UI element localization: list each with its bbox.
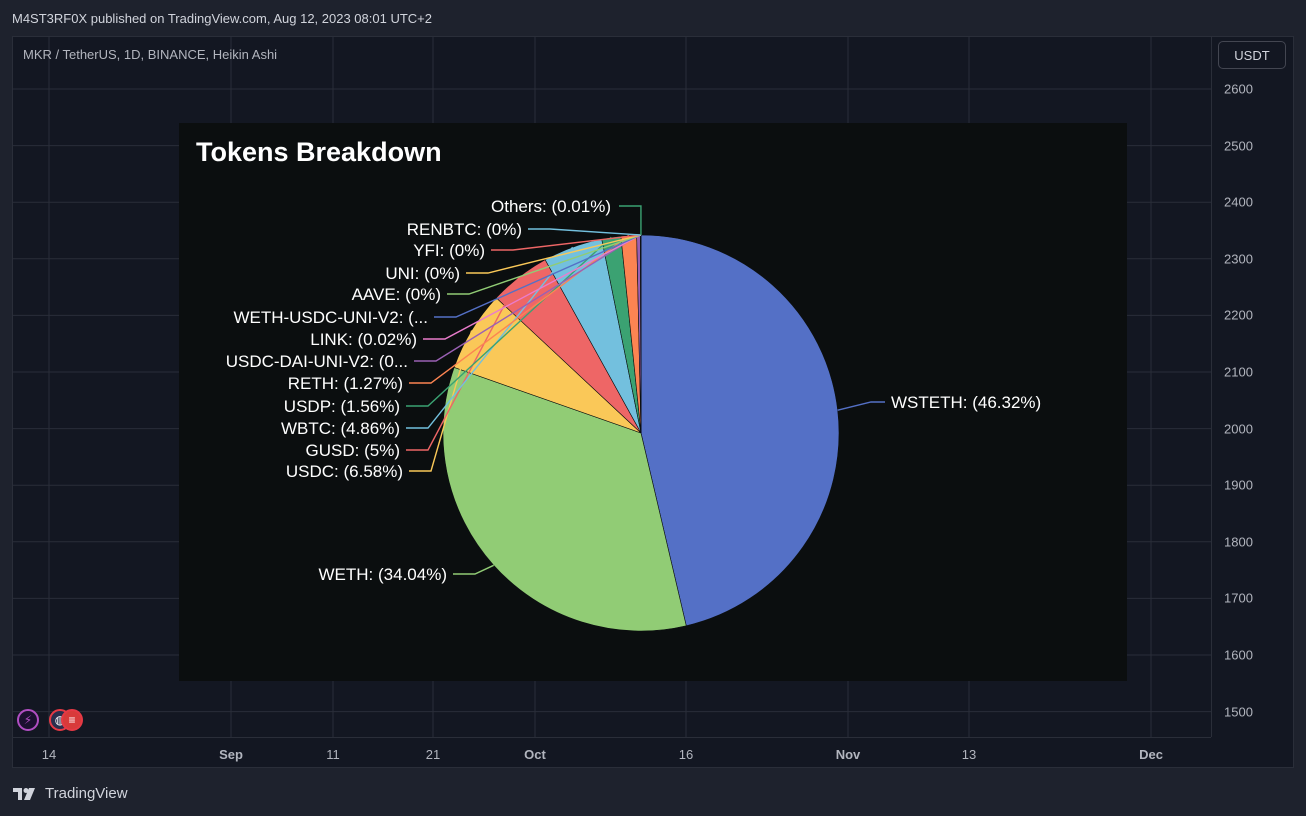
pie-leader-line bbox=[423, 234, 641, 340]
pie-label: WETH-USDC-UNI-V2: (... bbox=[233, 308, 428, 327]
symbol-title[interactable]: MKR / TetherUS, 1D, BINANCE, Heikin Ashi bbox=[23, 47, 278, 62]
chart-title: Tokens Breakdown bbox=[196, 137, 442, 167]
time-label: Nov bbox=[835, 747, 861, 762]
pie-leader-line bbox=[619, 205, 642, 236]
tradingview-logo-icon bbox=[13, 787, 35, 800]
time-axis[interactable]: 14 Sep 11 21 Oct 16 Nov 13 Dec bbox=[13, 737, 1211, 769]
price-label: 1600 bbox=[1224, 647, 1253, 663]
pie-leader-line bbox=[447, 234, 642, 295]
price-label: 2600 bbox=[1224, 81, 1253, 97]
pie-leader-line bbox=[434, 234, 642, 318]
pie-label: USDC: (6.58%) bbox=[286, 462, 403, 481]
pie-label: GUSD: (5%) bbox=[306, 441, 400, 460]
pie-label: AAVE: (0%) bbox=[352, 285, 441, 304]
published-text: M4ST3RF0X published on TradingView.com, … bbox=[12, 11, 432, 26]
pie-label: USDC-DAI-UNI-V2: (0... bbox=[226, 352, 408, 371]
price-label: 1700 bbox=[1224, 590, 1253, 606]
pie-label: YFI: (0%) bbox=[413, 241, 485, 260]
time-label: 11 bbox=[326, 747, 340, 762]
time-label: 16 bbox=[678, 747, 694, 762]
tokens-breakdown-chart: Tokens Breakdown WSTETH: (46.32%) WETH: (… bbox=[179, 123, 1127, 681]
pie-leader-line bbox=[491, 234, 641, 251]
chart-pane[interactable]: MKR / TetherUS, 1D, BINANCE, Heikin Ashi… bbox=[12, 36, 1294, 768]
time-label: 13 bbox=[961, 747, 977, 762]
pie-leader-line bbox=[406, 276, 520, 451]
currency-button[interactable]: USDT bbox=[1218, 41, 1286, 69]
pie-label: WSTETH: (46.32%) bbox=[891, 393, 1041, 412]
pie-leader-line bbox=[837, 401, 885, 411]
pie-label: LINK: (0.02%) bbox=[310, 330, 417, 349]
pie-label: RENBTC: (0%) bbox=[407, 220, 522, 239]
publish-header: M4ST3RF0X published on TradingView.com, … bbox=[0, 0, 1306, 36]
tradingview-brand: TradingView bbox=[45, 785, 128, 802]
pie-leader-line bbox=[409, 234, 630, 384]
pie-label: WBTC: (4.86%) bbox=[281, 419, 400, 438]
price-label: 2500 bbox=[1224, 138, 1253, 154]
price-label: 1800 bbox=[1224, 534, 1253, 550]
time-label: Sep bbox=[219, 747, 243, 762]
pie-leader-line bbox=[414, 234, 639, 362]
price-label: 1500 bbox=[1224, 704, 1253, 720]
pie-label: UNI: (0%) bbox=[385, 264, 460, 283]
pie-leader-line bbox=[409, 330, 473, 472]
time-label: Oct bbox=[524, 747, 546, 762]
time-label: 21 bbox=[425, 747, 441, 762]
price-label: 2300 bbox=[1224, 251, 1253, 267]
tradingview-logo[interactable]: TradingView bbox=[13, 785, 128, 802]
time-label: 14 bbox=[41, 747, 57, 762]
pie-label: WETH: (34.04%) bbox=[319, 565, 447, 584]
time-label: Dec bbox=[1139, 747, 1163, 762]
lightning-icon[interactable]: ⚡ bbox=[17, 709, 39, 731]
pie-leader-line bbox=[528, 228, 641, 236]
price-label: 2100 bbox=[1224, 364, 1253, 380]
footer: TradingView bbox=[0, 776, 1306, 816]
pie-label: RETH: (1.27%) bbox=[288, 374, 403, 393]
price-label: 2400 bbox=[1224, 194, 1253, 210]
price-label: 2200 bbox=[1224, 307, 1253, 323]
pie-leader-line bbox=[453, 564, 494, 575]
pie-label: Others: (0.01%) bbox=[491, 197, 611, 216]
pie-chart: WSTETH: (46.32%) WETH: (34.04%) USDC: (6.5… bbox=[226, 197, 1041, 632]
pie-label: USDP: (1.56%) bbox=[284, 397, 400, 416]
price-label: 1900 bbox=[1224, 477, 1253, 493]
pie-leader-line bbox=[406, 246, 574, 429]
price-label: 2000 bbox=[1224, 421, 1253, 437]
pie-leader-line bbox=[466, 234, 642, 274]
price-axis[interactable]: 2600 2500 2400 2300 2200 2100 2000 1900 1800 1700… bbox=[1211, 37, 1295, 737]
us-flag-icon-secondary[interactable]: ≡ bbox=[61, 709, 83, 731]
